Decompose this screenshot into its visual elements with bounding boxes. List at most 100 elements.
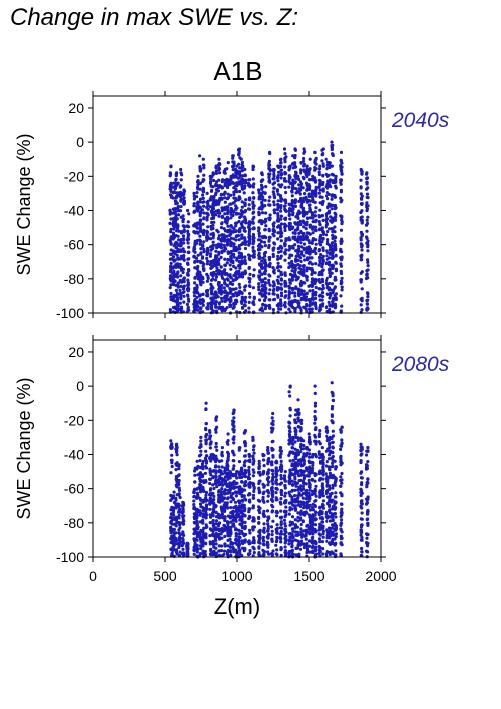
data-point (244, 295, 248, 299)
data-point (178, 288, 182, 292)
data-point (170, 551, 174, 555)
data-point (262, 252, 266, 256)
data-point (279, 227, 283, 231)
data-point (232, 441, 236, 445)
data-point (234, 472, 238, 476)
data-point (283, 289, 287, 294)
data-point (247, 203, 251, 207)
data-point (216, 230, 220, 234)
data-point (205, 498, 209, 502)
data-point (175, 241, 179, 246)
data-point (211, 529, 215, 533)
data-point (198, 229, 202, 233)
data-point (283, 228, 287, 233)
data-point (314, 206, 318, 210)
data-point (359, 202, 363, 206)
data-point (301, 234, 305, 238)
data-point (225, 220, 229, 225)
data-point (214, 519, 219, 523)
data-point (260, 259, 264, 263)
data-point (300, 252, 304, 256)
data-point (261, 195, 265, 199)
data-point (279, 265, 283, 269)
data-point (272, 177, 276, 181)
data-point (317, 170, 321, 174)
data-point (181, 515, 185, 519)
data-point (313, 214, 317, 218)
data-point (299, 421, 303, 425)
data-point (287, 290, 291, 294)
data-point (198, 509, 202, 513)
data-point (186, 220, 190, 224)
data-point (296, 176, 300, 180)
data-point (274, 481, 278, 485)
data-point (242, 242, 246, 246)
data-point (290, 259, 294, 264)
data-point (236, 234, 240, 238)
data-point (283, 152, 287, 156)
data-point (205, 459, 209, 463)
data-point (333, 230, 337, 234)
data-point (275, 510, 279, 515)
data-point (329, 185, 333, 189)
data-point (299, 298, 303, 302)
data-point (299, 503, 303, 507)
data-point (251, 245, 255, 250)
data-point (223, 196, 227, 200)
data-point (313, 158, 317, 162)
data-point (248, 492, 252, 496)
data-point (263, 254, 267, 258)
data-point (211, 245, 215, 249)
data-point (320, 291, 325, 295)
data-point (237, 539, 241, 543)
data-point (213, 481, 217, 485)
data-point (313, 166, 317, 170)
data-point (199, 306, 203, 310)
data-point (229, 276, 233, 280)
data-point (293, 163, 297, 167)
data-point (279, 446, 283, 450)
data-point (240, 233, 244, 237)
data-point (313, 168, 317, 172)
data-point (220, 487, 224, 491)
data-point (257, 213, 261, 217)
data-point (181, 247, 185, 251)
data-point (279, 469, 283, 473)
data-point (301, 447, 305, 451)
data-point (364, 276, 369, 281)
data-point (251, 493, 256, 497)
data-point (283, 177, 287, 181)
data-point (257, 486, 261, 490)
data-point (320, 153, 324, 157)
data-point (276, 212, 280, 216)
data-point (212, 494, 216, 498)
data-point (214, 293, 218, 297)
data-point (288, 280, 292, 284)
data-point (284, 505, 288, 509)
data-point (247, 528, 252, 532)
data-point (307, 432, 311, 436)
data-point (211, 491, 215, 495)
data-point (228, 476, 232, 480)
data-point (279, 277, 283, 281)
data-point (310, 284, 314, 288)
data-point (216, 259, 220, 264)
data-point (229, 176, 233, 180)
data-point (237, 269, 241, 273)
data-point (318, 188, 322, 192)
data-point (320, 148, 324, 152)
data-point (208, 446, 212, 450)
data-point (260, 287, 265, 291)
data-point (232, 453, 236, 457)
data-point (243, 441, 247, 445)
data-point (321, 162, 325, 166)
data-point (294, 287, 298, 291)
data-point (283, 509, 287, 513)
data-point (318, 222, 322, 226)
data-point (234, 224, 238, 228)
data-point (196, 179, 200, 183)
data-point (208, 301, 213, 305)
data-point (283, 515, 287, 519)
data-point (220, 544, 224, 548)
